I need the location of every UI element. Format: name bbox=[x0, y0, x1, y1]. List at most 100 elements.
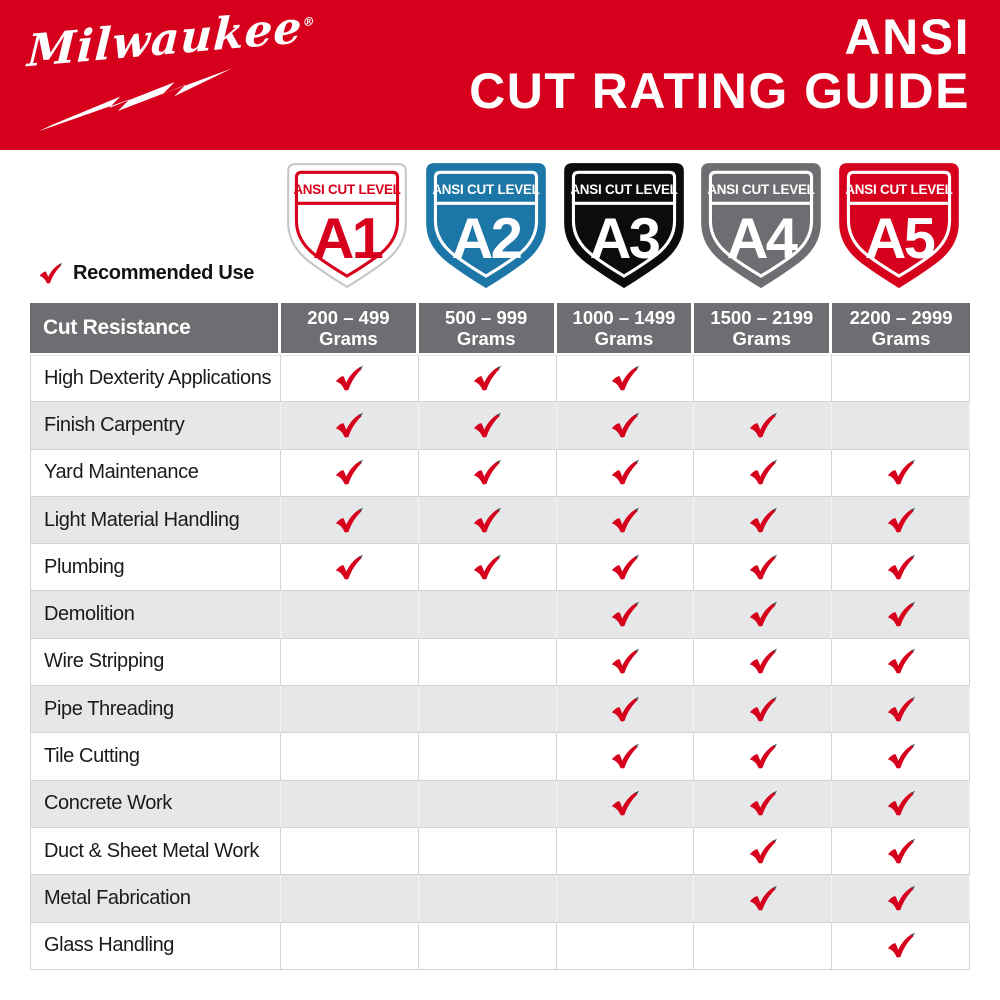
check-cell-checked bbox=[556, 544, 695, 592]
check-icon bbox=[749, 554, 777, 580]
check-cell-checked bbox=[418, 449, 557, 497]
check-cell-checked bbox=[556, 449, 695, 497]
ansi-cut-level-shield-a5: ANSI CUT LEVEL A5 bbox=[837, 161, 961, 293]
check-icon bbox=[611, 648, 640, 674]
check-icon bbox=[474, 554, 502, 580]
table-row: Concrete Work bbox=[30, 780, 970, 828]
check-icon bbox=[611, 507, 640, 532]
check-cell-checked bbox=[418, 402, 557, 450]
check-icon bbox=[887, 507, 915, 532]
column-header-a2: 500 – 999 Grams bbox=[418, 303, 557, 353]
check-icon bbox=[887, 790, 915, 816]
check-icon bbox=[749, 838, 777, 864]
check-cell-checked bbox=[694, 449, 833, 497]
check-icon bbox=[887, 648, 915, 674]
check-cell-empty bbox=[418, 875, 557, 923]
check-cell-checked bbox=[832, 875, 970, 923]
ansi-cut-level-shield-a1: ANSI CUT LEVEL A1 bbox=[285, 161, 409, 293]
check-cell-checked bbox=[832, 496, 970, 545]
shield-level-text: A3 bbox=[590, 207, 660, 271]
milwaukee-logo: Milwaukee® bbox=[25, 2, 316, 146]
row-label: Pipe Threading bbox=[30, 686, 281, 734]
check-icon bbox=[336, 365, 364, 391]
check-icon bbox=[887, 554, 915, 580]
check-cell-checked bbox=[556, 733, 695, 781]
check-icon bbox=[611, 601, 640, 627]
check-cell-empty bbox=[556, 875, 695, 923]
check-icon bbox=[749, 459, 777, 485]
check-cell-empty bbox=[418, 638, 557, 687]
check-cell-checked bbox=[281, 544, 419, 592]
check-icon bbox=[887, 743, 915, 769]
check-icon bbox=[474, 365, 502, 391]
shield-level-text: A1 bbox=[313, 207, 383, 271]
table-row: Plumbing bbox=[30, 544, 970, 592]
shield-row: ANSI CUT LEVEL A1 ANSI CUT LEVEL A2 ANSI… bbox=[0, 150, 1000, 303]
check-icon bbox=[887, 696, 915, 722]
check-icon bbox=[611, 554, 640, 580]
check-icon bbox=[749, 696, 777, 722]
shield-level-text: A4 bbox=[727, 207, 798, 271]
table-row: Pipe Threading bbox=[30, 686, 970, 734]
check-cell-checked bbox=[418, 544, 557, 592]
table-row: Duct & Sheet Metal Work bbox=[30, 827, 970, 876]
lightning-bolt-icon bbox=[38, 68, 232, 132]
check-icon bbox=[887, 459, 915, 485]
check-cell-checked bbox=[694, 875, 833, 923]
check-icon bbox=[611, 696, 640, 722]
banner-title-line2: CUT RATING GUIDE bbox=[469, 63, 970, 119]
check-cell-empty bbox=[418, 922, 557, 970]
ansi-cut-level-shield-a2: ANSI CUT LEVEL A2 bbox=[424, 161, 548, 293]
table-row: Finish Carpentry bbox=[30, 402, 970, 450]
column-header-a5: 2200 – 2999 Grams bbox=[832, 303, 970, 353]
shield-level-text: A2 bbox=[452, 207, 521, 271]
row-label: Wire Stripping bbox=[30, 638, 281, 687]
cut-resistance-table: Cut Resistance 200 – 499 Grams 500 – 999… bbox=[30, 303, 970, 970]
table-row: Yard Maintenance bbox=[30, 449, 970, 497]
row-label: Glass Handling bbox=[30, 922, 281, 970]
check-cell-checked bbox=[418, 496, 557, 545]
check-cell-empty bbox=[281, 780, 419, 828]
table-row: High Dexterity Applications bbox=[30, 355, 970, 403]
check-cell-checked bbox=[694, 496, 833, 545]
shield-top-label: ANSI CUT LEVEL bbox=[845, 182, 952, 197]
check-icon bbox=[749, 601, 777, 627]
check-cell-empty bbox=[832, 355, 970, 403]
check-cell-checked bbox=[556, 686, 695, 734]
check-icon bbox=[336, 507, 364, 532]
column-header-a4: 1500 – 2199 Grams bbox=[694, 303, 833, 353]
check-icon bbox=[474, 459, 502, 485]
check-icon bbox=[336, 554, 364, 580]
row-label: High Dexterity Applications bbox=[30, 355, 281, 403]
check-cell-checked bbox=[556, 638, 695, 687]
check-cell-checked bbox=[694, 544, 833, 592]
check-icon bbox=[336, 412, 364, 438]
check-cell-checked bbox=[832, 686, 970, 734]
shield-top-label: ANSI CUT LEVEL bbox=[707, 182, 814, 197]
check-icon bbox=[611, 743, 640, 769]
check-icon bbox=[749, 412, 777, 438]
header-banner: Milwaukee® ANSI CUT RATING GUIDE bbox=[0, 0, 1000, 150]
table-header-row: Cut Resistance 200 – 499 Grams 500 – 999… bbox=[30, 303, 970, 353]
registered-mark: ® bbox=[302, 14, 316, 30]
check-cell-empty bbox=[418, 780, 557, 828]
check-cell-checked bbox=[556, 780, 695, 828]
check-cell-checked bbox=[832, 449, 970, 497]
check-cell-checked bbox=[556, 496, 695, 545]
check-cell-empty bbox=[418, 591, 557, 639]
check-icon bbox=[887, 932, 915, 958]
check-icon bbox=[887, 601, 915, 627]
row-label: Concrete Work bbox=[30, 780, 281, 828]
check-icon bbox=[474, 412, 502, 438]
check-cell-checked bbox=[694, 733, 833, 781]
check-cell-checked bbox=[694, 780, 833, 828]
check-cell-empty bbox=[281, 686, 419, 734]
column-header-a3: 1000 – 1499 Grams bbox=[556, 303, 695, 353]
check-cell-empty bbox=[281, 922, 419, 970]
check-icon bbox=[749, 507, 777, 532]
shield-top-label: ANSI CUT LEVEL bbox=[570, 182, 677, 197]
ansi-cut-level-shield-a3: ANSI CUT LEVEL A3 bbox=[562, 161, 686, 293]
check-cell-empty bbox=[418, 686, 557, 734]
check-cell-checked bbox=[694, 402, 833, 450]
shield-level-text: A5 bbox=[865, 207, 935, 271]
